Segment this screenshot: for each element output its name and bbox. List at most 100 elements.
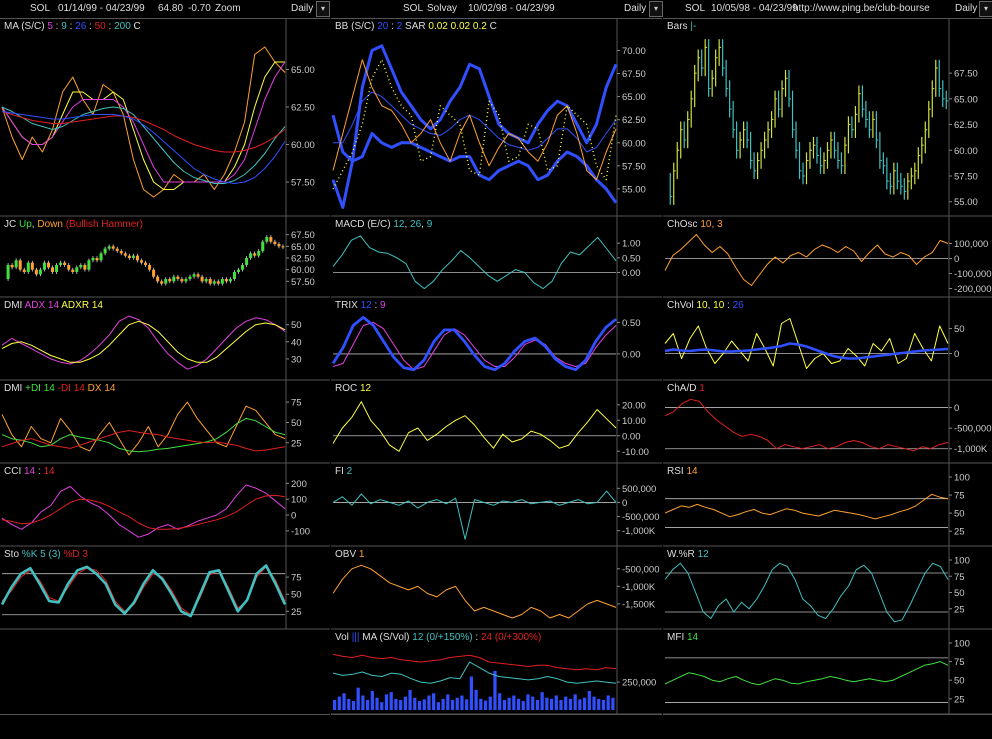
indicator-label[interactable]: ROC 12 [335,383,372,394]
panel-macd: MACD (E/C) 12, 26, 9 1.00 0.50 0.00 [331,216,662,298]
ticker-mid: SOL [403,3,424,14]
y-tick-label: 0.00 [622,268,641,279]
candle-body [261,241,265,251]
volume-bar [535,699,540,710]
y-tick-label: 60.00 [954,146,978,157]
volume-bar [606,695,610,710]
indicator-label[interactable]: MACD (E/C) 12, 26, 9 [335,219,433,230]
panel-chosc: ChOsc 10, 3 100,000 0 -100,000 -200,000 [663,216,992,298]
volume-bar [465,699,469,710]
dropdown-arrow-icon[interactable]: ▾ [316,1,330,17]
volume-bar [611,697,615,710]
candle-body [135,255,139,261]
candle-body [212,281,216,284]
period-select-left[interactable]: Daily [291,3,314,14]
y-tick-label: 50 [291,418,302,429]
y-tick-label: 57.50 [291,277,315,288]
ticker-left: SOL [30,3,51,14]
indicator-label[interactable]: BB (S/C) 20 : 2 SAR 0.02 0.02 0.2 C [335,21,497,32]
candle-body [168,279,172,282]
volume-bar [347,698,351,710]
indicator-label[interactable]: Bars |- [667,21,696,32]
series-line [1,315,286,370]
y-tick-label: 0.00 [622,349,641,360]
panel-obv: OBV 1 -500,000 -1,000K -1,500K [331,546,662,630]
period-select-right[interactable]: Daily [955,3,978,14]
candle-body [188,276,192,279]
indicator-label[interactable]: W.%R 12 [667,549,709,560]
candle-body [38,269,42,275]
dropdown-arrow-icon[interactable]: ▾ [979,1,992,17]
volume-bar [370,691,374,710]
series-line [332,235,617,290]
indicator-label[interactable]: RSI 14 [667,466,698,477]
indicator-label[interactable]: CCI 14 : 14 [4,466,55,477]
candle-body [26,262,30,272]
dropdown-arrow-icon[interactable]: ▾ [649,1,663,17]
indicator-label[interactable]: Vol ||| MA (S/Vol) 12 (0/+150%) : 24 (0/… [335,632,541,643]
candle-body [180,279,184,282]
y-tick-label: 100 [954,639,970,650]
y-tick-label: -1,000K [622,582,656,593]
indicator-label[interactable]: MFI 14 [667,632,699,643]
series-line [0,564,287,618]
volume-bar [351,701,356,710]
y-tick-label: 0.50 [622,253,641,264]
volume-bar [531,696,535,710]
y-tick-label: 75 [954,657,965,668]
indicator-label[interactable]: DMI ADX 14 ADXR 14 [4,300,103,311]
y-tick-label: 200 [291,479,307,490]
indicator-label[interactable]: ChVol 10, 10 : 26 [667,300,744,311]
y-tick-label: 50 [954,324,965,335]
volume-bar [422,699,426,710]
indicator-label[interactable]: OBV 1 [335,549,365,560]
candle-body [79,265,83,268]
panel-rsi: RSI 14 100 75 50 25 [663,463,992,547]
volume-bar [521,701,525,710]
candle-body [95,258,99,261]
y-tick-label: -500,000 [622,564,660,575]
indicator-label[interactable]: TRIX 12 : 9 [335,300,386,311]
indicator-label[interactable]: Sto %K 5 (3) %D 3 [4,549,88,560]
y-tick-label: 67.50 [954,69,978,80]
volume-bar [483,700,488,710]
y-tick-label: 0 [622,498,627,509]
y-tick-label: -1,000K [954,444,988,455]
volume-bar [512,695,516,710]
volume-bar [333,699,337,710]
volume-bar [502,699,507,710]
indicator-label[interactable]: MA (S/C) 5 : 9 : 26 : 50 : 200 C [4,21,141,32]
indicator-label[interactable]: FI 2 [335,466,353,477]
zoom-button[interactable]: Zoom [215,3,241,14]
period-select-mid[interactable]: Daily [624,3,647,14]
indicator-label[interactable]: DMI +DI 14 -DI 14 DX 14 [4,383,116,394]
candle-body [83,265,87,270]
candle-body [144,262,148,265]
candle-body [46,262,51,268]
volume-bar [578,699,582,710]
series-line [1,106,286,184]
candle-body [265,237,269,242]
candle-body [224,279,228,282]
indicator-label[interactable]: ChA/D 1 [667,383,705,394]
candle-body [55,265,59,272]
candle-body [42,262,46,270]
volume-bar [601,699,606,710]
indicator-label[interactable]: ChOsc 10, 3 [667,219,723,230]
series-line [332,490,617,540]
candle-body [14,260,18,268]
panel-bars: Bars |- 67.50 65.00 62.50 60.00 57.50 55.00 [663,18,992,217]
panel-bb: BB (S/C) 20 : 2 SAR 0.02 0.02 0.2 C 70.00… [331,18,662,217]
y-tick-label: -200,000 [954,284,992,295]
y-tick-label: 65.00 [291,65,315,76]
candle-body [30,262,34,270]
y-tick-label: 62.50 [954,120,978,131]
candle-body [71,269,75,272]
volume-bar [507,697,511,710]
y-tick-label: 0 [954,349,959,360]
y-tick-label: 20.00 [622,400,646,411]
volume-bar [417,701,422,710]
indicator-label[interactable]: JC Up, Down (Bullish Hammer) [4,219,143,230]
site-url[interactable]: http://www.ping.be/club-bourse [793,3,930,14]
y-tick-label: -500,000 [954,424,992,435]
